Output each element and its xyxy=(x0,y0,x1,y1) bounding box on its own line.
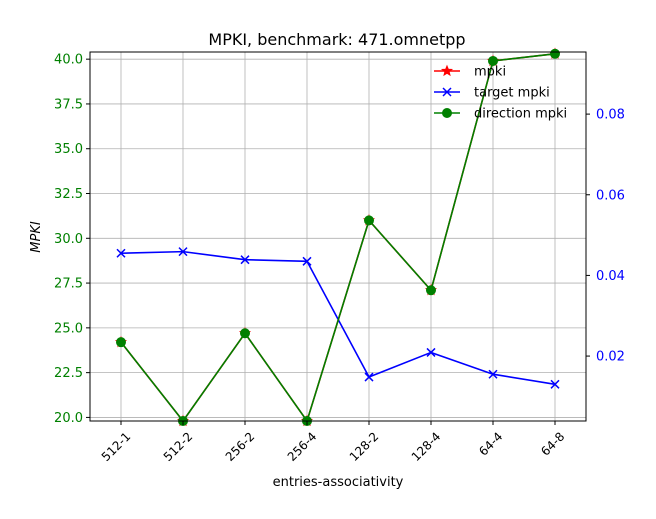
y-left-tick-label: 35.0 xyxy=(54,142,83,157)
y-right-tick-label: 0.08 xyxy=(596,108,625,123)
x-axis-label: entries-associativity xyxy=(273,475,404,490)
y-left-tick-label: 40.0 xyxy=(54,53,83,68)
x-tick-label: 128-2 xyxy=(347,429,382,464)
marker-stroke xyxy=(178,247,188,257)
x-tick-label: 64-8 xyxy=(538,429,567,458)
y-left-tick-label: 30.0 xyxy=(54,232,83,247)
y-right-tick-label: 0.04 xyxy=(596,269,625,284)
legend-entry: direction mpki xyxy=(434,107,567,122)
data-point xyxy=(116,337,126,348)
marker-stroke xyxy=(116,248,126,258)
marker-stroke xyxy=(426,347,436,357)
data-point xyxy=(240,255,250,265)
marker-stroke xyxy=(550,379,560,389)
x-tick-label: 512-1 xyxy=(99,429,134,464)
data-point xyxy=(178,247,188,257)
marker-stroke xyxy=(240,255,250,265)
legend-label: target mpki xyxy=(474,86,550,101)
legend-entry: target mpki xyxy=(434,86,550,101)
legend: mpki target mpki direction mpki xyxy=(434,65,567,122)
legend-label: mpki xyxy=(474,65,506,80)
data-point xyxy=(364,215,374,226)
y-axis-label: MPKI xyxy=(29,221,44,253)
data-point xyxy=(488,55,498,66)
data-point xyxy=(426,285,436,296)
y-left-tick-label: 37.5 xyxy=(54,97,83,112)
grid xyxy=(90,52,586,421)
x-tick-label: 512-2 xyxy=(161,429,196,464)
y-right-tick-label: 0.02 xyxy=(596,350,625,365)
legend-marker xyxy=(442,87,452,97)
data-point xyxy=(116,248,126,258)
data-point xyxy=(302,256,312,266)
marker-stroke xyxy=(442,87,452,97)
marker-stroke xyxy=(488,369,498,379)
y-axis-right: 0.02 0.04 0.06 0.08 xyxy=(586,108,625,365)
x-tick-label: 64-4 xyxy=(476,429,505,458)
y-left-tick-label: 32.5 xyxy=(54,187,83,202)
x-tick-label: 256-4 xyxy=(285,429,320,464)
series-line xyxy=(120,250,556,386)
legend-entry: mpki xyxy=(434,65,506,80)
marker-stroke xyxy=(302,256,312,266)
y-left-tick-label: 22.5 xyxy=(54,366,83,381)
legend-marker xyxy=(440,64,454,77)
legend-marker xyxy=(442,108,452,118)
x-axis: 512-1 512-2 256-2 256-4 128-2 128-4 64-4 64-8 xyxy=(99,421,567,464)
chart-title: MPKI, benchmark: 471.omnetpp xyxy=(208,30,465,49)
series-line xyxy=(120,52,556,423)
data-point xyxy=(364,372,374,382)
data-point xyxy=(426,347,436,357)
plot-frame xyxy=(89,51,587,422)
marker-stroke xyxy=(364,372,374,382)
y-right-tick-label: 0.06 xyxy=(596,188,625,203)
x-tick-label: 256-2 xyxy=(223,429,258,464)
y-left-tick-label: 27.5 xyxy=(54,277,83,292)
data-point xyxy=(488,369,498,379)
y-left-tick-label: 20.0 xyxy=(54,411,83,426)
y-axis-left: 20.0 22.5 25.0 27.5 30.0 32.5 35.0 37.5 40.0 xyxy=(54,53,90,426)
data-point xyxy=(550,379,560,389)
x-tick-label: 128-4 xyxy=(409,429,444,464)
y-left-tick-label: 25.0 xyxy=(54,321,83,336)
data-point xyxy=(240,328,250,339)
legend-label: direction mpki xyxy=(474,107,567,122)
data-point xyxy=(550,48,560,59)
